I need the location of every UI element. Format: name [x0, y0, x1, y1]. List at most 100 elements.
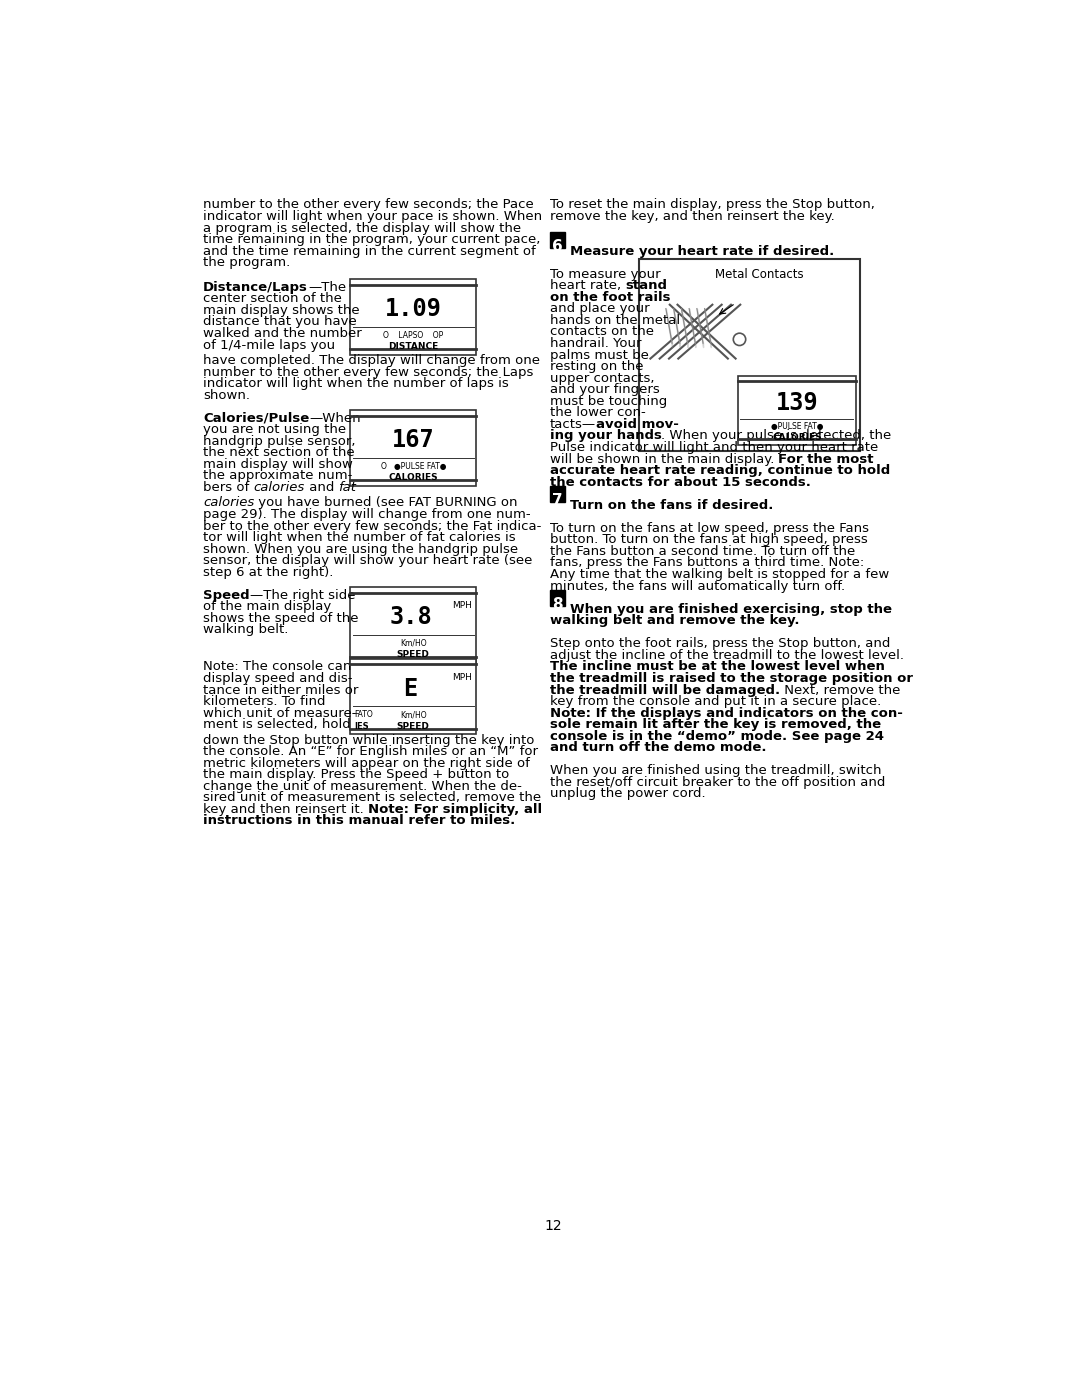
- Text: shown.: shown.: [203, 388, 251, 401]
- Bar: [350, 411, 476, 486]
- Text: console is in the “demo” mode. See page 24: console is in the “demo” mode. See page …: [550, 729, 883, 743]
- Text: change the unit of measurement. When the de-: change the unit of measurement. When the…: [203, 780, 522, 792]
- Text: number to the other every few seconds; the Pace: number to the other every few seconds; t…: [203, 198, 534, 211]
- Text: Distance/Laps: Distance/Laps: [203, 281, 308, 293]
- Text: sensor, the display will show your heart rate (see: sensor, the display will show your heart…: [203, 555, 532, 567]
- Text: contacts on the: contacts on the: [550, 326, 653, 338]
- Text: stand: stand: [625, 279, 667, 292]
- Bar: [350, 587, 476, 662]
- Text: MPH: MPH: [453, 601, 472, 610]
- Text: fat: fat: [338, 481, 356, 495]
- Text: accurate heart rate reading, continue to hold: accurate heart rate reading, continue to…: [550, 464, 890, 478]
- Text: Metal Contacts: Metal Contacts: [715, 268, 804, 281]
- Text: the treadmill is raised to the storage position or: the treadmill is raised to the storage p…: [550, 672, 913, 685]
- Text: and place your: and place your: [550, 302, 649, 316]
- Text: of 1/4-mile laps you: of 1/4-mile laps you: [203, 338, 335, 352]
- Text: 1.09: 1.09: [384, 298, 442, 321]
- Text: Note: The console can: Note: The console can: [203, 661, 352, 673]
- Text: avoid mov-: avoid mov-: [596, 418, 678, 430]
- Text: walking belt.: walking belt.: [203, 623, 288, 637]
- Text: a program is selected, the display will show the: a program is selected, the display will …: [203, 222, 522, 235]
- Text: page 29). The display will change from one num-: page 29). The display will change from o…: [203, 509, 531, 521]
- Bar: [350, 659, 476, 735]
- Text: MPH: MPH: [453, 673, 472, 682]
- Text: DISTANCE: DISTANCE: [388, 342, 438, 352]
- Text: minutes, the fans will automatically turn off.: minutes, the fans will automatically tur…: [550, 580, 845, 592]
- Text: you have burned (see FAT BURNING on: you have burned (see FAT BURNING on: [255, 496, 518, 510]
- Text: unplug the power cord.: unplug the power cord.: [550, 788, 705, 800]
- Text: indicator will light when the number of laps is: indicator will light when the number of …: [203, 377, 509, 390]
- Text: Speed: Speed: [203, 588, 249, 602]
- Text: the reset/off circuit breaker to the off position and: the reset/off circuit breaker to the off…: [550, 775, 885, 789]
- Text: Any time that the walking belt is stopped for a few: Any time that the walking belt is stoppe…: [550, 569, 889, 581]
- Text: button. To turn on the fans at high speed, press: button. To turn on the fans at high spee…: [550, 534, 867, 546]
- Text: ber to the other every few seconds; the Fat indica-: ber to the other every few seconds; the …: [203, 520, 541, 532]
- Text: number to the other every few seconds; the Laps: number to the other every few seconds; t…: [203, 366, 534, 379]
- Text: . When your pulse is detected, the: . When your pulse is detected, the: [661, 429, 892, 443]
- Text: the approximate num-: the approximate num-: [203, 469, 352, 482]
- Text: will be shown in the main display.: will be shown in the main display.: [550, 453, 779, 465]
- Text: center section of the: center section of the: [203, 292, 342, 306]
- Bar: [738, 376, 855, 444]
- Text: must be touching: must be touching: [550, 395, 666, 408]
- Text: Note: For simplicity, all: Note: For simplicity, all: [368, 803, 542, 816]
- Text: you are not using the: you are not using the: [203, 423, 347, 436]
- Text: the contacts for about 15 seconds.: the contacts for about 15 seconds.: [550, 475, 810, 489]
- Text: ing your hands: ing your hands: [550, 429, 661, 443]
- Text: Km/HO: Km/HO: [400, 638, 427, 648]
- Text: To turn on the fans at low speed, press the Fans: To turn on the fans at low speed, press …: [550, 522, 868, 535]
- Text: upper contacts,: upper contacts,: [550, 372, 654, 384]
- Text: handrail. Your: handrail. Your: [550, 337, 642, 351]
- Text: the program.: the program.: [203, 256, 291, 270]
- Text: resting on the: resting on the: [550, 360, 643, 373]
- Text: shows the speed of the: shows the speed of the: [203, 612, 359, 624]
- Text: 139: 139: [775, 391, 819, 415]
- Text: instructions in this manual refer to miles.: instructions in this manual refer to mil…: [203, 814, 515, 827]
- Text: the console. An “E” for English miles or an “M” for: the console. An “E” for English miles or…: [203, 745, 538, 759]
- Text: and turn off the demo mode.: and turn off the demo mode.: [550, 742, 766, 754]
- Text: walked and the number: walked and the number: [203, 327, 362, 339]
- Text: The incline must be at the lowest level when: The incline must be at the lowest level …: [550, 661, 885, 673]
- Text: shown. When you are using the handgrip pulse: shown. When you are using the handgrip p…: [203, 542, 518, 556]
- Text: handgrip pulse sensor,: handgrip pulse sensor,: [203, 434, 355, 448]
- Text: O    LAPSO    OP: O LAPSO OP: [383, 331, 444, 339]
- Text: tacts—: tacts—: [550, 418, 596, 430]
- Text: SPEED: SPEED: [396, 722, 430, 731]
- Text: kilometers. To find: kilometers. To find: [203, 696, 326, 708]
- Text: palms must be: palms must be: [550, 349, 648, 362]
- Text: ●PULSE FAT●: ●PULSE FAT●: [771, 422, 823, 432]
- Text: on the foot rails: on the foot rails: [550, 291, 670, 303]
- Text: sole remain lit after the key is removed, the: sole remain lit after the key is removed…: [550, 718, 881, 731]
- Text: Pulse indicator will light and then your heart rate: Pulse indicator will light and then your…: [550, 441, 878, 454]
- Text: and: and: [305, 481, 338, 495]
- Text: 7: 7: [552, 493, 563, 507]
- Text: Step onto the foot rails, press the Stop button, and: Step onto the foot rails, press the Stop…: [550, 637, 890, 651]
- Text: down the Stop button while inserting the key into: down the Stop button while inserting the…: [203, 733, 535, 746]
- Text: —The: —The: [308, 281, 347, 293]
- Text: the Fans button a second time. To turn off the: the Fans button a second time. To turn o…: [550, 545, 855, 557]
- Text: and your fingers: and your fingers: [550, 383, 660, 397]
- Text: When you are finished using the treadmill, switch: When you are finished using the treadmil…: [550, 764, 881, 777]
- Text: the lower con-: the lower con-: [550, 407, 646, 419]
- Text: remove the key, and then reinsert the key.: remove the key, and then reinsert the ke…: [550, 210, 835, 224]
- Text: which unit of measure-: which unit of measure-: [203, 707, 356, 719]
- Text: Turn on the fans if desired.: Turn on the fans if desired.: [570, 499, 773, 511]
- Text: walking belt and remove the key.: walking belt and remove the key.: [550, 615, 799, 627]
- Bar: [550, 591, 565, 606]
- Text: the next section of the: the next section of the: [203, 447, 355, 460]
- Text: fans, press the Fans buttons a third time. Note:: fans, press the Fans buttons a third tim…: [550, 556, 864, 570]
- Text: main display shows the: main display shows the: [203, 305, 360, 317]
- Text: distance that you have: distance that you have: [203, 316, 357, 328]
- Text: Calories/Pulse: Calories/Pulse: [203, 412, 310, 425]
- Text: of the main display: of the main display: [203, 601, 332, 613]
- Text: To measure your: To measure your: [550, 268, 660, 281]
- Text: key and then reinsert it.: key and then reinsert it.: [203, 803, 368, 816]
- Text: FATO: FATO: [354, 710, 373, 719]
- Text: O   ●PULSE FAT●: O ●PULSE FAT●: [380, 461, 446, 471]
- Bar: [550, 486, 565, 502]
- Text: Note: If the displays and indicators on the con-: Note: If the displays and indicators on …: [550, 707, 903, 719]
- Text: have completed. The display will change from one: have completed. The display will change …: [203, 353, 540, 367]
- Text: 6: 6: [552, 239, 563, 254]
- Text: 167: 167: [392, 429, 434, 453]
- Text: metric kilometers will appear on the right side of: metric kilometers will appear on the rig…: [203, 757, 530, 770]
